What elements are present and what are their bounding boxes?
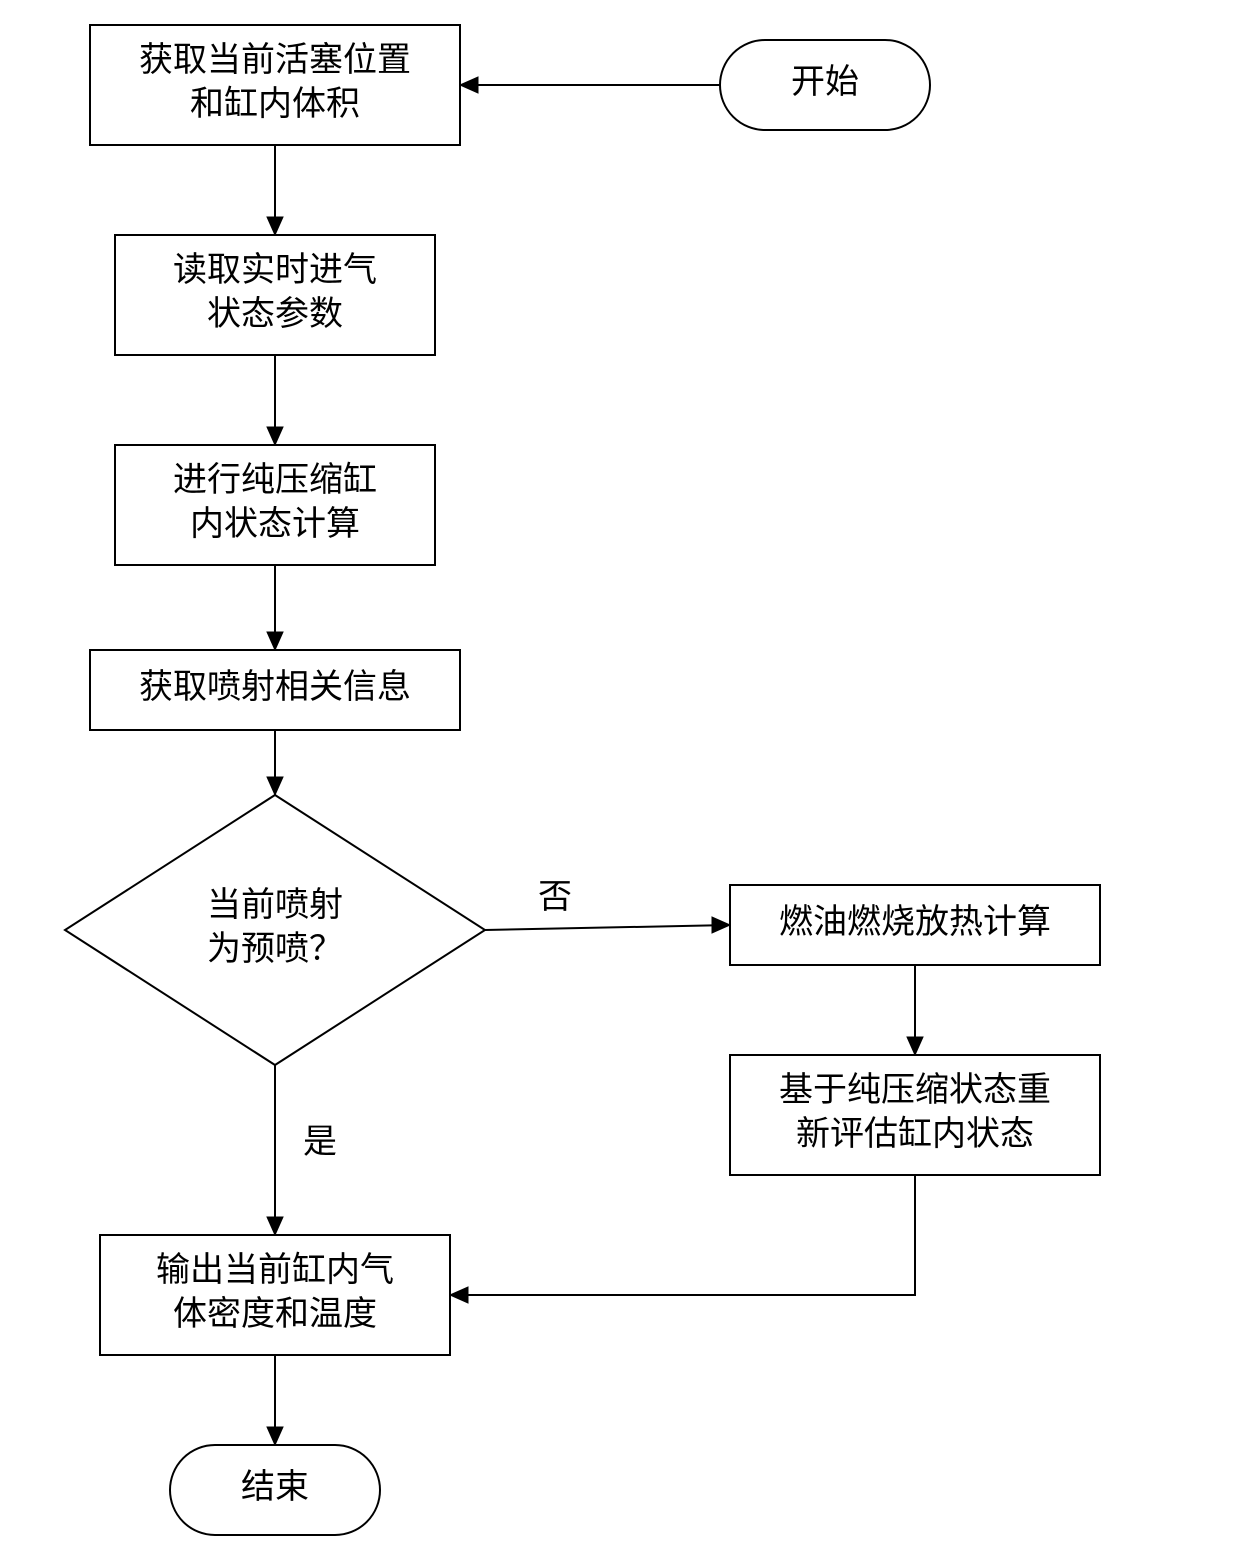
edge-n3-n4 xyxy=(267,565,283,650)
edge-n4-dec xyxy=(267,730,283,795)
nodes-layer: 开始获取当前活塞位置和缸内体积读取实时进气状态参数进行纯压缩缸内状态计算获取喷射… xyxy=(65,25,1100,1535)
node-text: 进行纯压缩缸 xyxy=(173,461,377,499)
node-text: 新评估缸内状态 xyxy=(796,1115,1034,1153)
node-n5: 燃油燃烧放热计算 xyxy=(730,885,1100,965)
node-text: 燃油燃烧放热计算 xyxy=(779,903,1051,941)
node-text: 和缸内体积 xyxy=(190,85,360,123)
node-text: 获取喷射相关信息 xyxy=(139,668,411,706)
node-n6: 基于纯压缩状态重新评估缸内状态 xyxy=(730,1055,1100,1175)
edge-n7-end xyxy=(267,1355,283,1445)
node-n3: 进行纯压缩缸内状态计算 xyxy=(115,445,435,565)
edge-dec-n5: 否 xyxy=(485,879,730,933)
node-n7: 输出当前缸内气体密度和温度 xyxy=(100,1235,450,1355)
node-text: 获取当前活塞位置 xyxy=(139,41,411,79)
edge-n2-n3 xyxy=(267,355,283,445)
node-text: 状态参数 xyxy=(207,295,343,333)
flowchart-canvas: 否是开始获取当前活塞位置和缸内体积读取实时进气状态参数进行纯压缩缸内状态计算获取… xyxy=(0,0,1240,1548)
edge-label: 否 xyxy=(538,879,572,916)
node-text: 开始 xyxy=(791,63,859,101)
node-n1: 获取当前活塞位置和缸内体积 xyxy=(90,25,460,145)
node-text: 体密度和温度 xyxy=(173,1295,377,1333)
node-text: 为预喷？ xyxy=(207,931,343,968)
node-n4: 获取喷射相关信息 xyxy=(90,650,460,730)
edge-dec-n7: 是 xyxy=(267,1065,337,1235)
node-end: 结束 xyxy=(170,1445,380,1535)
node-n2: 读取实时进气状态参数 xyxy=(115,235,435,355)
node-start: 开始 xyxy=(720,40,930,130)
node-text: 读取实时进气 xyxy=(173,251,377,289)
node-text: 基于纯压缩状态重 xyxy=(779,1071,1051,1109)
node-text: 输出当前缸内气 xyxy=(156,1251,394,1289)
edge-start-n1 xyxy=(460,77,720,93)
edge-n5-n6 xyxy=(907,965,923,1055)
node-dec: 当前喷射为预喷？ xyxy=(65,795,485,1065)
edge-n1-n2 xyxy=(267,145,283,235)
node-text: 当前喷射 xyxy=(207,886,343,924)
edge-label: 是 xyxy=(303,1124,337,1161)
node-text: 内状态计算 xyxy=(190,505,360,543)
edge-n6-n7 xyxy=(450,1175,915,1303)
node-text: 结束 xyxy=(241,1468,309,1506)
